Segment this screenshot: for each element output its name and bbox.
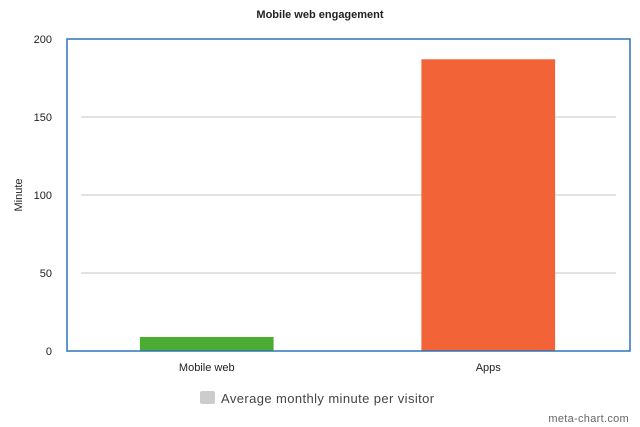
x-axis-ticks: Mobile web Apps	[179, 362, 501, 374]
y-tick-label: 0	[46, 346, 52, 358]
x-tick-label: Mobile web	[179, 362, 235, 374]
chart-title: Mobile web engagement	[256, 9, 383, 21]
legend-swatch	[200, 391, 215, 404]
y-tick-label: 200	[34, 34, 52, 46]
legend-label: Average monthly minute per visitor	[221, 391, 435, 406]
y-tick-label: 100	[34, 190, 52, 202]
x-tick-label: Apps	[476, 362, 502, 374]
y-axis-ticks: 0 50 100 150 200	[34, 34, 52, 358]
bars	[139, 59, 556, 351]
y-tick-label: 150	[34, 112, 52, 124]
y-axis-label: Minute	[13, 178, 25, 211]
plot-frame	[66, 38, 631, 352]
bar-apps[interactable]	[421, 59, 556, 351]
legend[interactable]: Average monthly minute per visitor	[200, 391, 435, 406]
bar-mobile-web[interactable]	[139, 336, 274, 351]
y-tick-label: 50	[40, 268, 52, 280]
credit-text[interactable]: meta-chart.com	[548, 413, 629, 425]
